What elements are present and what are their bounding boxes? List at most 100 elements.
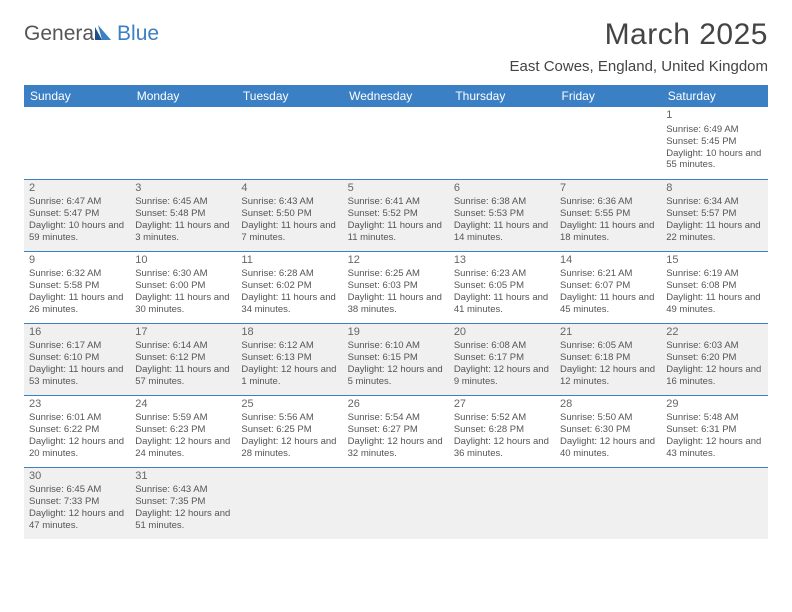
calendar-cell: 7Sunrise: 6:36 AMSunset: 5:55 PMDaylight… [555, 179, 661, 251]
calendar-row: 1Sunrise: 6:49 AMSunset: 5:45 PMDaylight… [24, 107, 768, 179]
calendar-table: Sunday Monday Tuesday Wednesday Thursday… [24, 85, 768, 539]
sunrise-text: Sunrise: 5:50 AM [560, 412, 656, 424]
sunset-text: Sunset: 6:28 PM [454, 424, 550, 436]
day-number: 1 [666, 109, 762, 123]
sunset-text: Sunset: 6:23 PM [135, 424, 231, 436]
sunset-text: Sunset: 6:31 PM [666, 424, 762, 436]
sunrise-text: Sunrise: 6:49 AM [666, 124, 762, 136]
daylight-text: Daylight: 11 hours and 41 minutes. [454, 292, 550, 316]
day-number: 21 [560, 326, 656, 340]
sunset-text: Sunset: 5:47 PM [29, 208, 125, 220]
sunset-text: Sunset: 6:07 PM [560, 280, 656, 292]
calendar-cell: 15Sunrise: 6:19 AMSunset: 6:08 PMDayligh… [661, 251, 767, 323]
sunrise-text: Sunrise: 6:30 AM [135, 268, 231, 280]
calendar-cell [661, 467, 767, 539]
calendar-cell [449, 467, 555, 539]
day-header-row: Sunday Monday Tuesday Wednesday Thursday… [24, 85, 768, 107]
calendar-cell: 3Sunrise: 6:45 AMSunset: 5:48 PMDaylight… [130, 179, 236, 251]
sunset-text: Sunset: 6:15 PM [348, 352, 444, 364]
day-number: 11 [241, 254, 337, 268]
sunrise-text: Sunrise: 6:36 AM [560, 196, 656, 208]
sunrise-text: Sunrise: 5:48 AM [666, 412, 762, 424]
sunset-text: Sunset: 5:50 PM [241, 208, 337, 220]
daylight-text: Daylight: 11 hours and 3 minutes. [135, 220, 231, 244]
day-header: Sunday [24, 85, 130, 107]
day-number: 5 [348, 182, 444, 196]
day-number: 29 [666, 398, 762, 412]
sunset-text: Sunset: 5:57 PM [666, 208, 762, 220]
sunset-text: Sunset: 5:52 PM [348, 208, 444, 220]
daylight-text: Daylight: 12 hours and 9 minutes. [454, 364, 550, 388]
day-number: 6 [454, 182, 550, 196]
day-header: Monday [130, 85, 236, 107]
calendar-cell: 27Sunrise: 5:52 AMSunset: 6:28 PMDayligh… [449, 395, 555, 467]
daylight-text: Daylight: 11 hours and 30 minutes. [135, 292, 231, 316]
calendar-row: 2Sunrise: 6:47 AMSunset: 5:47 PMDaylight… [24, 179, 768, 251]
calendar-cell: 12Sunrise: 6:25 AMSunset: 6:03 PMDayligh… [343, 251, 449, 323]
day-header: Saturday [661, 85, 767, 107]
daylight-text: Daylight: 12 hours and 5 minutes. [348, 364, 444, 388]
day-number: 2 [29, 182, 125, 196]
calendar-cell: 24Sunrise: 5:59 AMSunset: 6:23 PMDayligh… [130, 395, 236, 467]
daylight-text: Daylight: 11 hours and 34 minutes. [241, 292, 337, 316]
day-header: Friday [555, 85, 661, 107]
calendar-cell: 30Sunrise: 6:45 AMSunset: 7:33 PMDayligh… [24, 467, 130, 539]
calendar-cell: 31Sunrise: 6:43 AMSunset: 7:35 PMDayligh… [130, 467, 236, 539]
sunset-text: Sunset: 7:33 PM [29, 496, 125, 508]
sunset-text: Sunset: 6:10 PM [29, 352, 125, 364]
daylight-text: Daylight: 11 hours and 18 minutes. [560, 220, 656, 244]
day-number: 18 [241, 326, 337, 340]
daylight-text: Daylight: 11 hours and 53 minutes. [29, 364, 125, 388]
calendar-cell: 2Sunrise: 6:47 AMSunset: 5:47 PMDaylight… [24, 179, 130, 251]
daylight-text: Daylight: 12 hours and 24 minutes. [135, 436, 231, 460]
daylight-text: Daylight: 12 hours and 36 minutes. [454, 436, 550, 460]
sunset-text: Sunset: 6:18 PM [560, 352, 656, 364]
calendar-cell: 26Sunrise: 5:54 AMSunset: 6:27 PMDayligh… [343, 395, 449, 467]
calendar-cell: 22Sunrise: 6:03 AMSunset: 6:20 PMDayligh… [661, 323, 767, 395]
daylight-text: Daylight: 12 hours and 12 minutes. [560, 364, 656, 388]
sunrise-text: Sunrise: 6:34 AM [666, 196, 762, 208]
daylight-text: Daylight: 11 hours and 26 minutes. [29, 292, 125, 316]
calendar-cell: 8Sunrise: 6:34 AMSunset: 5:57 PMDaylight… [661, 179, 767, 251]
day-number: 16 [29, 326, 125, 340]
daylight-text: Daylight: 12 hours and 43 minutes. [666, 436, 762, 460]
calendar-cell: 13Sunrise: 6:23 AMSunset: 6:05 PMDayligh… [449, 251, 555, 323]
sunrise-text: Sunrise: 6:23 AM [454, 268, 550, 280]
sunset-text: Sunset: 6:05 PM [454, 280, 550, 292]
sunrise-text: Sunrise: 6:45 AM [135, 196, 231, 208]
sunset-text: Sunset: 6:03 PM [348, 280, 444, 292]
sunset-text: Sunset: 5:55 PM [560, 208, 656, 220]
calendar-cell: 28Sunrise: 5:50 AMSunset: 6:30 PMDayligh… [555, 395, 661, 467]
day-number: 13 [454, 254, 550, 268]
calendar-cell [24, 107, 130, 179]
brand-part1: Genera [24, 22, 94, 46]
daylight-text: Daylight: 12 hours and 47 minutes. [29, 508, 125, 532]
calendar-cell: 25Sunrise: 5:56 AMSunset: 6:25 PMDayligh… [236, 395, 342, 467]
logo-flag-icon [95, 22, 115, 46]
daylight-text: Daylight: 11 hours and 45 minutes. [560, 292, 656, 316]
daylight-text: Daylight: 12 hours and 20 minutes. [29, 436, 125, 460]
sunrise-text: Sunrise: 6:43 AM [241, 196, 337, 208]
sunrise-text: Sunrise: 5:56 AM [241, 412, 337, 424]
day-number: 12 [348, 254, 444, 268]
day-header: Wednesday [343, 85, 449, 107]
calendar-cell: 14Sunrise: 6:21 AMSunset: 6:07 PMDayligh… [555, 251, 661, 323]
day-number: 7 [560, 182, 656, 196]
calendar-cell: 16Sunrise: 6:17 AMSunset: 6:10 PMDayligh… [24, 323, 130, 395]
day-number: 8 [666, 182, 762, 196]
sunset-text: Sunset: 6:00 PM [135, 280, 231, 292]
sunrise-text: Sunrise: 6:14 AM [135, 340, 231, 352]
calendar-cell: 9Sunrise: 6:32 AMSunset: 5:58 PMDaylight… [24, 251, 130, 323]
daylight-text: Daylight: 12 hours and 28 minutes. [241, 436, 337, 460]
daylight-text: Daylight: 11 hours and 22 minutes. [666, 220, 762, 244]
daylight-text: Daylight: 10 hours and 55 minutes. [666, 148, 762, 172]
daylight-text: Daylight: 12 hours and 1 minute. [241, 364, 337, 388]
day-number: 4 [241, 182, 337, 196]
sunset-text: Sunset: 6:25 PM [241, 424, 337, 436]
sunset-text: Sunset: 6:13 PM [241, 352, 337, 364]
calendar-cell [343, 467, 449, 539]
title-block: March 2025 East Cowes, England, United K… [510, 18, 768, 75]
day-header: Tuesday [236, 85, 342, 107]
calendar-cell: 19Sunrise: 6:10 AMSunset: 6:15 PMDayligh… [343, 323, 449, 395]
daylight-text: Daylight: 12 hours and 40 minutes. [560, 436, 656, 460]
